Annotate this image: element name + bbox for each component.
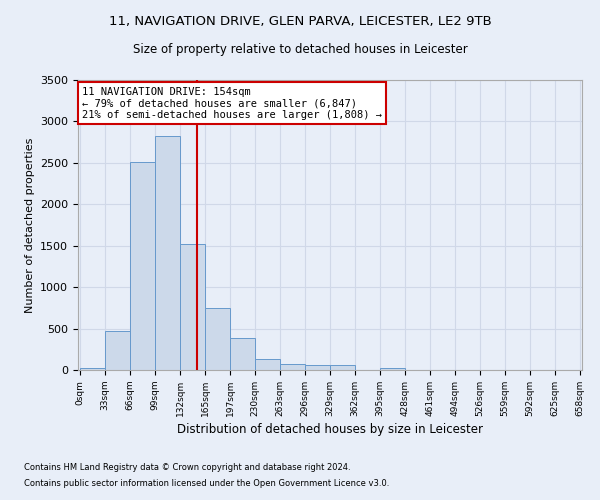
- Y-axis label: Number of detached properties: Number of detached properties: [25, 138, 35, 312]
- Text: 11 NAVIGATION DRIVE: 154sqm
← 79% of detached houses are smaller (6,847)
21% of : 11 NAVIGATION DRIVE: 154sqm ← 79% of det…: [82, 86, 382, 120]
- Text: Size of property relative to detached houses in Leicester: Size of property relative to detached ho…: [133, 42, 467, 56]
- Bar: [205, 308, 230, 370]
- Bar: [106, 330, 130, 370]
- Bar: [305, 366, 330, 370]
- Text: 11, NAVIGATION DRIVE, GLEN PARVA, LEICESTER, LE2 9TB: 11, NAVIGATION DRIVE, GLEN PARVA, LEICES…: [109, 15, 491, 28]
- Bar: [155, 136, 180, 370]
- Text: Contains public sector information licensed under the Open Government Licence v3: Contains public sector information licen…: [24, 478, 389, 488]
- Text: Contains HM Land Registry data © Crown copyright and database right 2024.: Contains HM Land Registry data © Crown c…: [24, 464, 350, 472]
- Bar: [130, 162, 155, 370]
- Bar: [280, 364, 305, 370]
- Bar: [80, 368, 105, 370]
- X-axis label: Distribution of detached houses by size in Leicester: Distribution of detached houses by size …: [177, 423, 483, 436]
- Bar: [380, 368, 405, 370]
- Bar: [330, 366, 355, 370]
- Bar: [230, 338, 255, 370]
- Bar: [255, 359, 280, 370]
- Bar: [180, 244, 205, 370]
